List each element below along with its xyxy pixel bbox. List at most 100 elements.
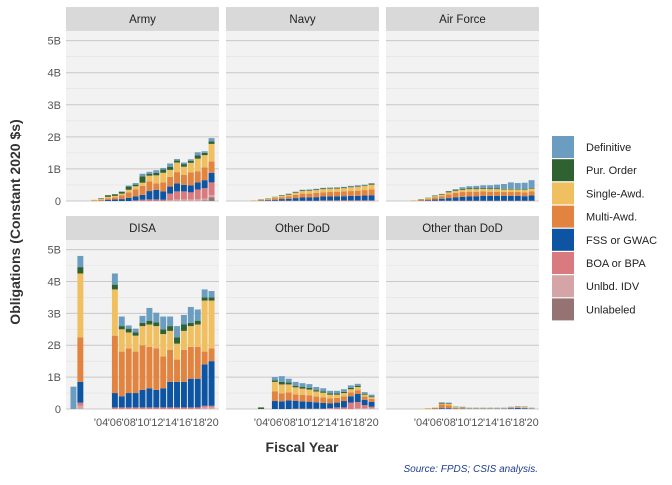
bar-segment-single-awd-2012	[313, 391, 319, 396]
bar-segment-definitive-2008	[126, 325, 132, 328]
bar-segment-multi-awd-2006	[112, 336, 118, 393]
bar-segment-definitive-2019	[362, 185, 368, 186]
bar-segment-single-awd-2010	[300, 389, 306, 395]
bar-segment-pur-order-2008	[126, 329, 132, 333]
bar-segment-boa-or-bpa-2018	[195, 189, 201, 199]
bar-segment-multi-awd-2001	[77, 337, 83, 382]
bar-segment-multi-awd-2012	[473, 192, 479, 196]
bar-segment-multi-awd-2007	[279, 393, 285, 401]
bar-segment-single-awd-2011	[306, 191, 312, 194]
bar-segment-definitive-2013	[160, 317, 166, 330]
bar-segment-multi-awd-2019	[522, 192, 528, 196]
legend-label-unlabeled: Unlabeled	[586, 304, 636, 316]
bar-segment-single-awd-2017	[188, 163, 194, 173]
bar-segment-pur-order-2010	[460, 189, 466, 190]
bar-segment-single-awd-2009	[133, 186, 139, 189]
bar-segment-definitive-2017	[348, 186, 354, 187]
bar-segment-pur-order-2019	[522, 189, 528, 190]
bar-segment-fss-or-gwac-2009	[133, 393, 139, 407]
bar-segment-pur-order-2015	[334, 393, 340, 394]
bar-segment-boa-or-bpa-2013	[160, 407, 166, 409]
bar-segment-fss-or-gwac-2018	[195, 379, 201, 408]
bar-segment-multi-awd-2007	[119, 352, 125, 397]
x-tick-label: '04	[94, 417, 108, 429]
bar-segment-multi-awd-2013	[320, 398, 326, 403]
bar-segment-boa-or-bpa-2014	[327, 408, 333, 409]
bar-segment-boa-or-bpa-2010	[140, 200, 146, 201]
bar-segment-multi-awd-2012	[313, 193, 319, 197]
bar-segment-definitive-2020	[529, 180, 535, 188]
bar-segment-multi-awd-2011	[306, 194, 312, 198]
bar-segment-boa-or-bpa-2012	[153, 407, 159, 409]
bar-segment-pur-order-2007	[279, 382, 285, 385]
bar-segment-boa-or-bpa-2011	[146, 199, 152, 201]
bar-segment-unlbd-idv-2020	[209, 195, 215, 197]
bar-segment-single-awd-2015	[334, 395, 340, 398]
bar-segment-pur-order-2016	[501, 189, 507, 190]
bar-segment-single-awd-2018	[515, 407, 521, 408]
bar-segment-boa-or-bpa-2014	[167, 194, 173, 200]
bar-segment-multi-awd-2014	[327, 398, 333, 403]
bar-segment-boa-or-bpa-2007	[119, 407, 125, 409]
bar-segment-boa-or-bpa-2016	[181, 407, 187, 409]
legend-label-single-awd: Single-Awd.	[586, 188, 645, 200]
x-tick-label: '18	[191, 417, 205, 429]
y-tick-label: 4B	[48, 276, 61, 288]
bar-segment-single-awd-2007	[439, 404, 445, 405]
x-tick-label: '18	[511, 417, 525, 429]
bar-segment-multi-awd-2020	[529, 191, 535, 195]
facet-panel-other-than-dod: Other than DoD	[386, 216, 539, 409]
bar-segment-single-awd-2020	[209, 301, 215, 349]
bar-segment-fss-or-gwac-2014	[487, 196, 493, 201]
bar-segment-boa-or-bpa-2013	[160, 200, 166, 201]
bar-segment-pur-order-2008	[286, 194, 292, 195]
bar-segment-pur-order-2004	[98, 198, 104, 199]
bar-segment-definitive-2000	[70, 387, 76, 409]
bar-segment-definitive-2001	[77, 256, 83, 267]
bar-segment-definitive-2019	[202, 289, 208, 297]
bar-segment-multi-awd-2009	[293, 394, 299, 400]
bar-segment-pur-order-2017	[188, 161, 194, 163]
bar-segment-pur-order-2018	[355, 186, 361, 187]
bar-segment-fss-or-gwac-2007	[439, 199, 445, 201]
bar-segment-pur-order-2009	[133, 185, 139, 187]
bar-segment-fss-or-gwac-2020	[369, 402, 375, 407]
bar-segment-pur-order-2017	[348, 388, 354, 389]
bar-segment-definitive-2018	[195, 310, 201, 321]
bar-segment-multi-awd-2009	[133, 189, 139, 196]
bar-segment-fss-or-gwac-2013	[480, 196, 486, 201]
bar-segment-unlabeled-2020	[209, 197, 215, 201]
bar-segment-definitive-2007	[119, 191, 125, 192]
bar-segment-single-awd-2009	[293, 387, 299, 394]
x-tick-label: '16	[337, 417, 351, 429]
bar-segment-pur-order-2006	[112, 194, 118, 196]
bar-segment-boa-or-bpa-2019	[362, 200, 368, 201]
bar-segment-fss-or-gwac-2014	[167, 382, 173, 408]
bar-segment-boa-or-bpa-2017	[348, 200, 354, 201]
bar-segment-definitive-2017	[348, 385, 354, 388]
bar-segment-fss-or-gwac-2018	[195, 182, 201, 189]
bar-segment-pur-order-2006	[272, 380, 278, 382]
bar-segment-fss-or-gwac-2019	[362, 196, 368, 201]
bar-segment-single-awd-2013	[480, 189, 486, 192]
bar-segment-multi-awd-2017	[348, 191, 354, 196]
bar-segment-multi-awd-2010	[300, 395, 306, 401]
bar-segment-definitive-2013	[480, 185, 486, 188]
bar-segment-unlabeled-2019	[202, 200, 208, 201]
x-tick-label: '10	[135, 417, 149, 429]
bar-segment-fss-or-gwac-2012	[153, 390, 159, 408]
bar-segment-pur-order-2011	[306, 388, 312, 390]
x-tick-label: '14	[163, 417, 177, 429]
bar-segment-pur-order-2008	[126, 187, 132, 190]
bar-segment-multi-awd-2013	[160, 182, 166, 191]
bar-segment-single-awd-2001	[77, 273, 83, 337]
bar-segment-fss-or-gwac-2015	[494, 196, 500, 201]
bar-segment-pur-order-2015	[174, 337, 180, 343]
bar-segment-definitive-2020	[209, 138, 215, 141]
bar-segment-pur-order-2017	[508, 189, 514, 190]
bar-segment-multi-awd-2010	[140, 345, 146, 390]
bar-segment-multi-awd-2004	[418, 200, 424, 201]
y-axis-title: Obligations (Constant 2020 $s)	[7, 119, 23, 324]
bar-segment-multi-awd-2012	[153, 183, 159, 189]
bar-segment-single-awd-2017	[188, 326, 194, 347]
